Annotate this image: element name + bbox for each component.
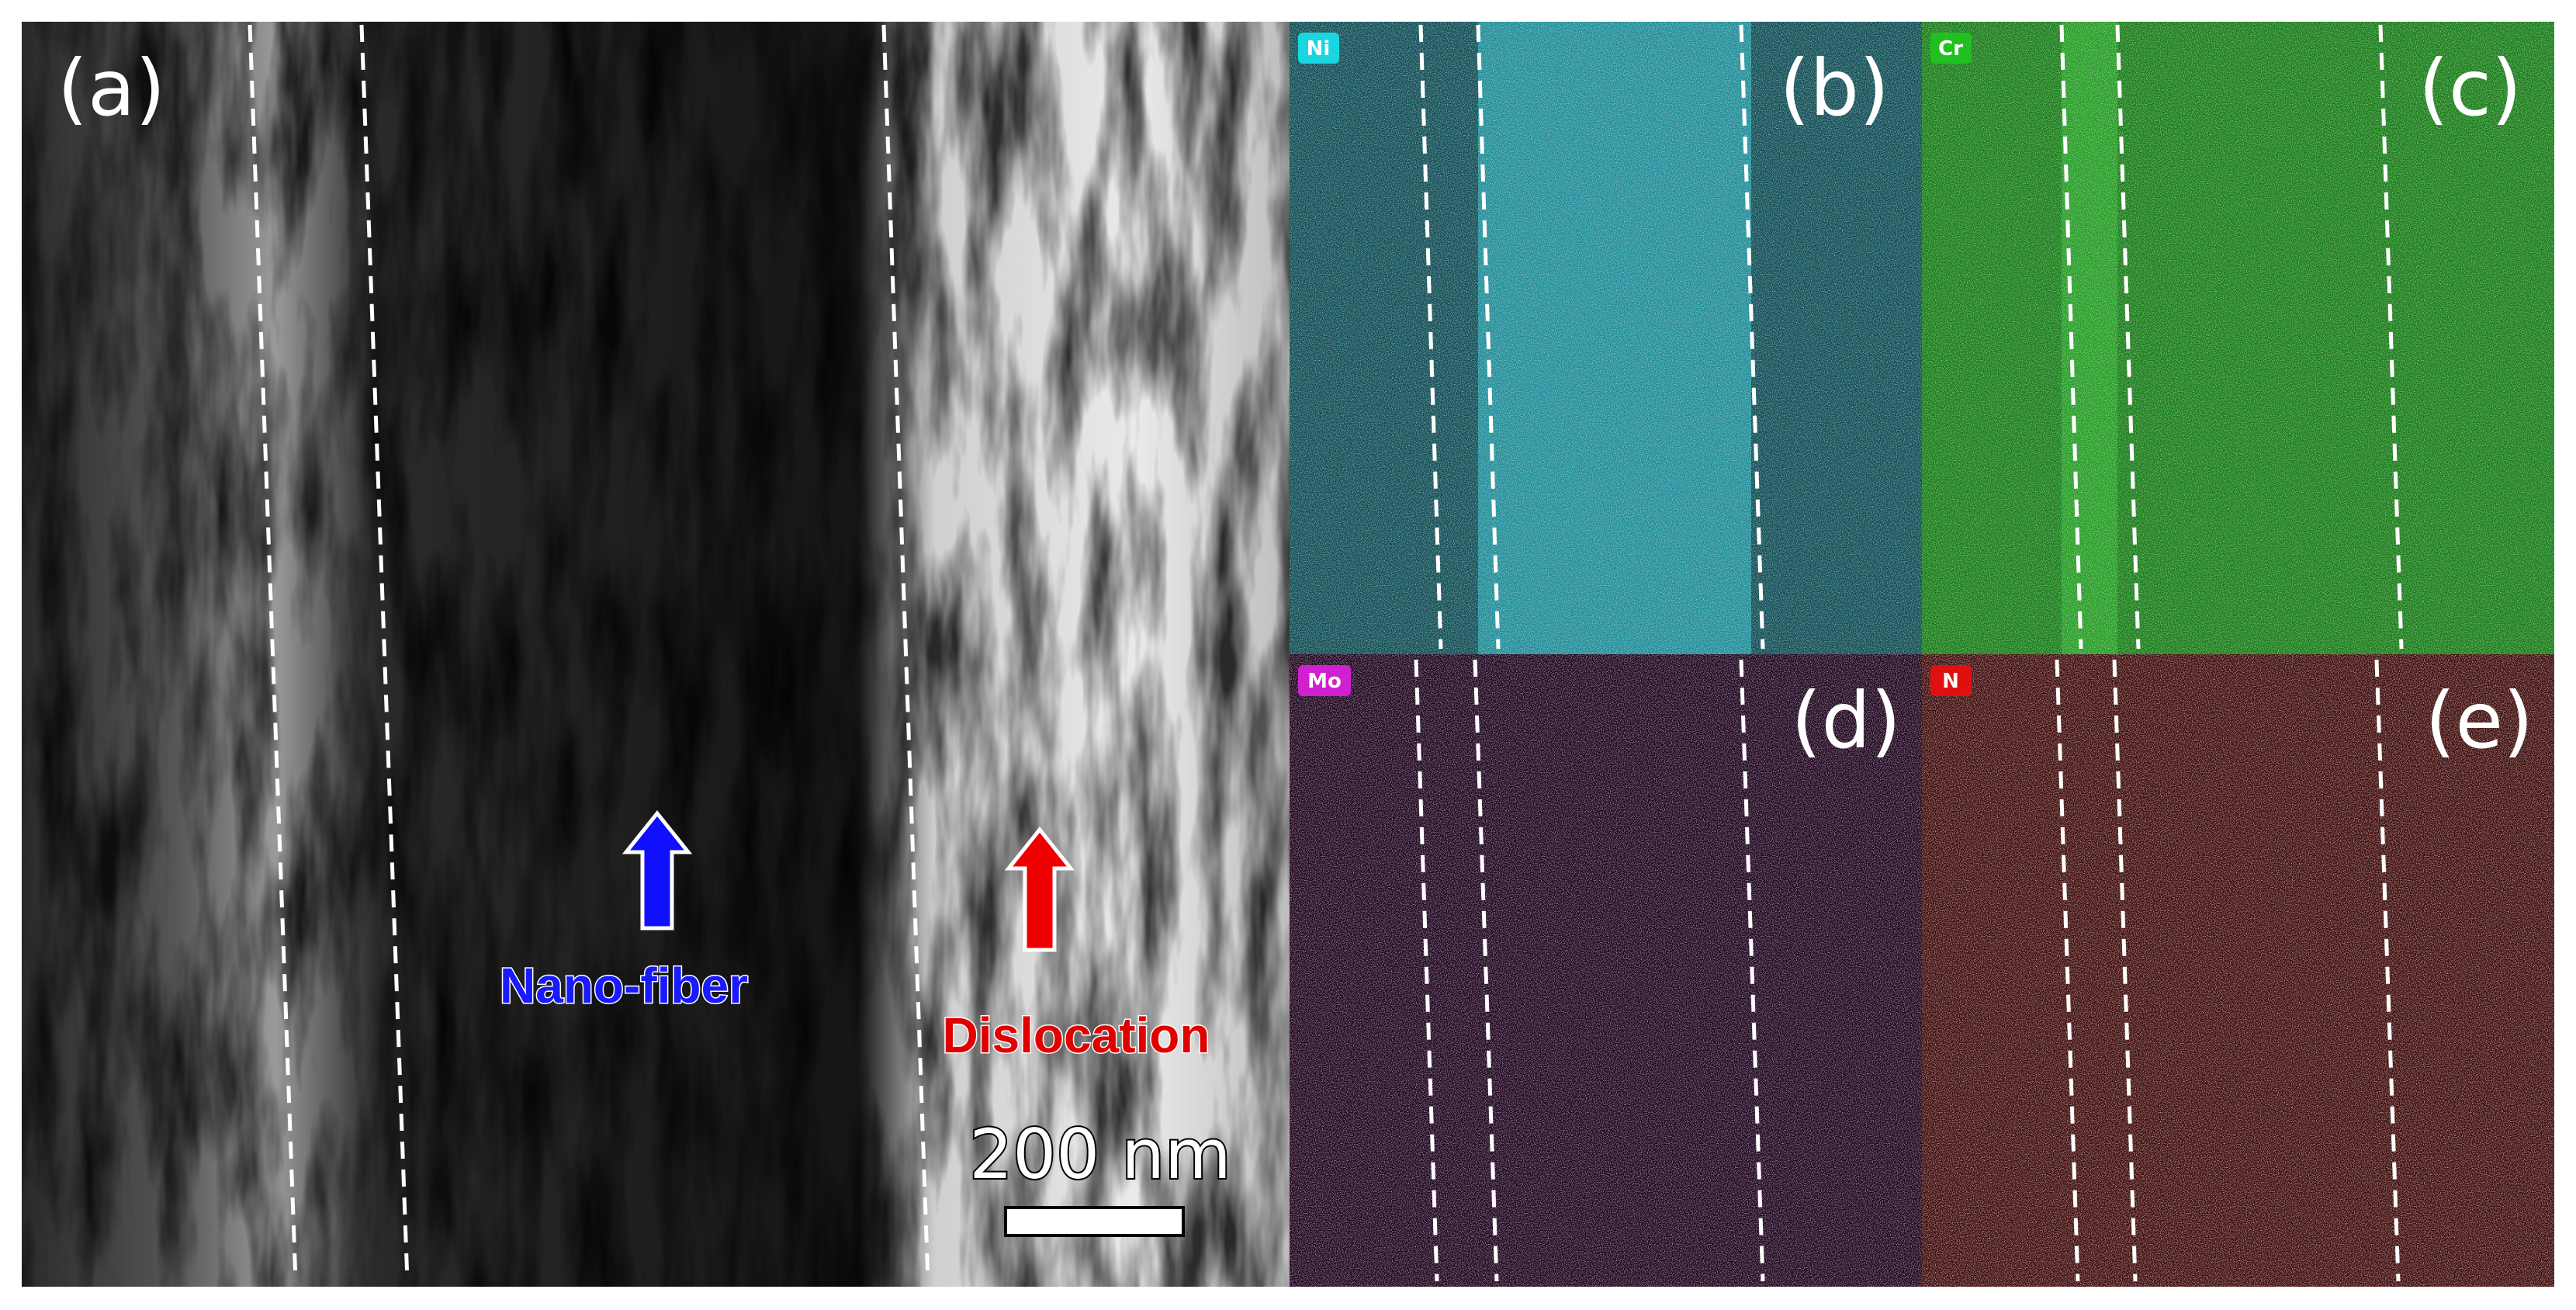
element-label: Mo	[1307, 670, 1342, 693]
panel-label: (c)	[2418, 43, 2522, 133]
scale-bar	[1004, 1206, 1185, 1237]
panel-label: (b)	[1779, 43, 1889, 133]
panel-label: (e)	[2425, 675, 2533, 766]
panel-label: (d)	[1791, 675, 1901, 766]
element-tag	[1298, 33, 1339, 64]
arrow-blue	[621, 809, 693, 931]
panel-a: (a) Nano-fiber Dislocation 200 nm	[22, 22, 1290, 1287]
element-tag	[1930, 33, 1972, 64]
map-texture	[1922, 654, 2554, 1287]
element-label: N	[1942, 670, 1959, 693]
annotation: Nano-fiber	[500, 958, 748, 1014]
map-texture	[1290, 22, 1922, 654]
panel-c: Cr (c)	[1922, 22, 2554, 654]
element-tag	[1930, 665, 1972, 696]
panel-label: (a)	[57, 43, 165, 133]
boundary-lines	[248, 24, 930, 1282]
element-label: Cr	[1938, 37, 1963, 61]
map-texture	[1290, 654, 1922, 1287]
element-tag	[1298, 665, 1351, 696]
panel-e: N (e)	[1922, 654, 2554, 1287]
tem-texture	[22, 22, 1290, 1287]
boundary-lines	[2055, 659, 2401, 1282]
annotation: Dislocation	[943, 1007, 1210, 1063]
map-texture	[1922, 22, 2554, 654]
arrow-red	[1004, 826, 1075, 952]
element-label: Ni	[1307, 37, 1331, 61]
boundary-lines	[2059, 24, 2404, 650]
panel-b: Ni (b)	[1290, 22, 1922, 654]
panel-d: Mo (d)	[1290, 654, 1922, 1287]
scale-bar-label: 200 nm	[969, 1114, 1231, 1194]
boundary-lines	[1418, 24, 1765, 650]
boundary-lines	[1414, 659, 1765, 1282]
